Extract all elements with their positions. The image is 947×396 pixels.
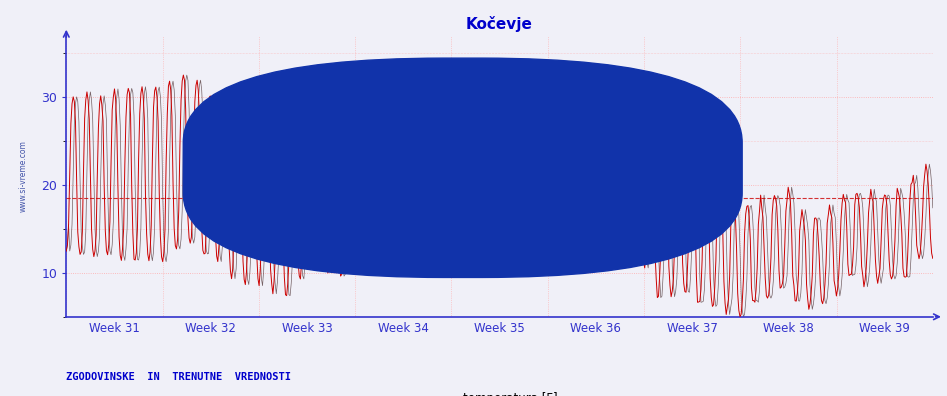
FancyBboxPatch shape [184,58,742,278]
Polygon shape [443,92,482,143]
Text: www.si-vreme.com: www.si-vreme.com [368,182,665,210]
Legend: temperatura [F]: temperatura [F] [437,387,563,396]
Text: ZGODOVINSKE  IN  TRENUTNE  VREDNOSTI: ZGODOVINSKE IN TRENUTNE VREDNOSTI [66,372,292,382]
Title: Kočevje: Kočevje [466,16,533,32]
Polygon shape [443,92,482,143]
Text: www.si-vreme.com: www.si-vreme.com [18,140,27,212]
